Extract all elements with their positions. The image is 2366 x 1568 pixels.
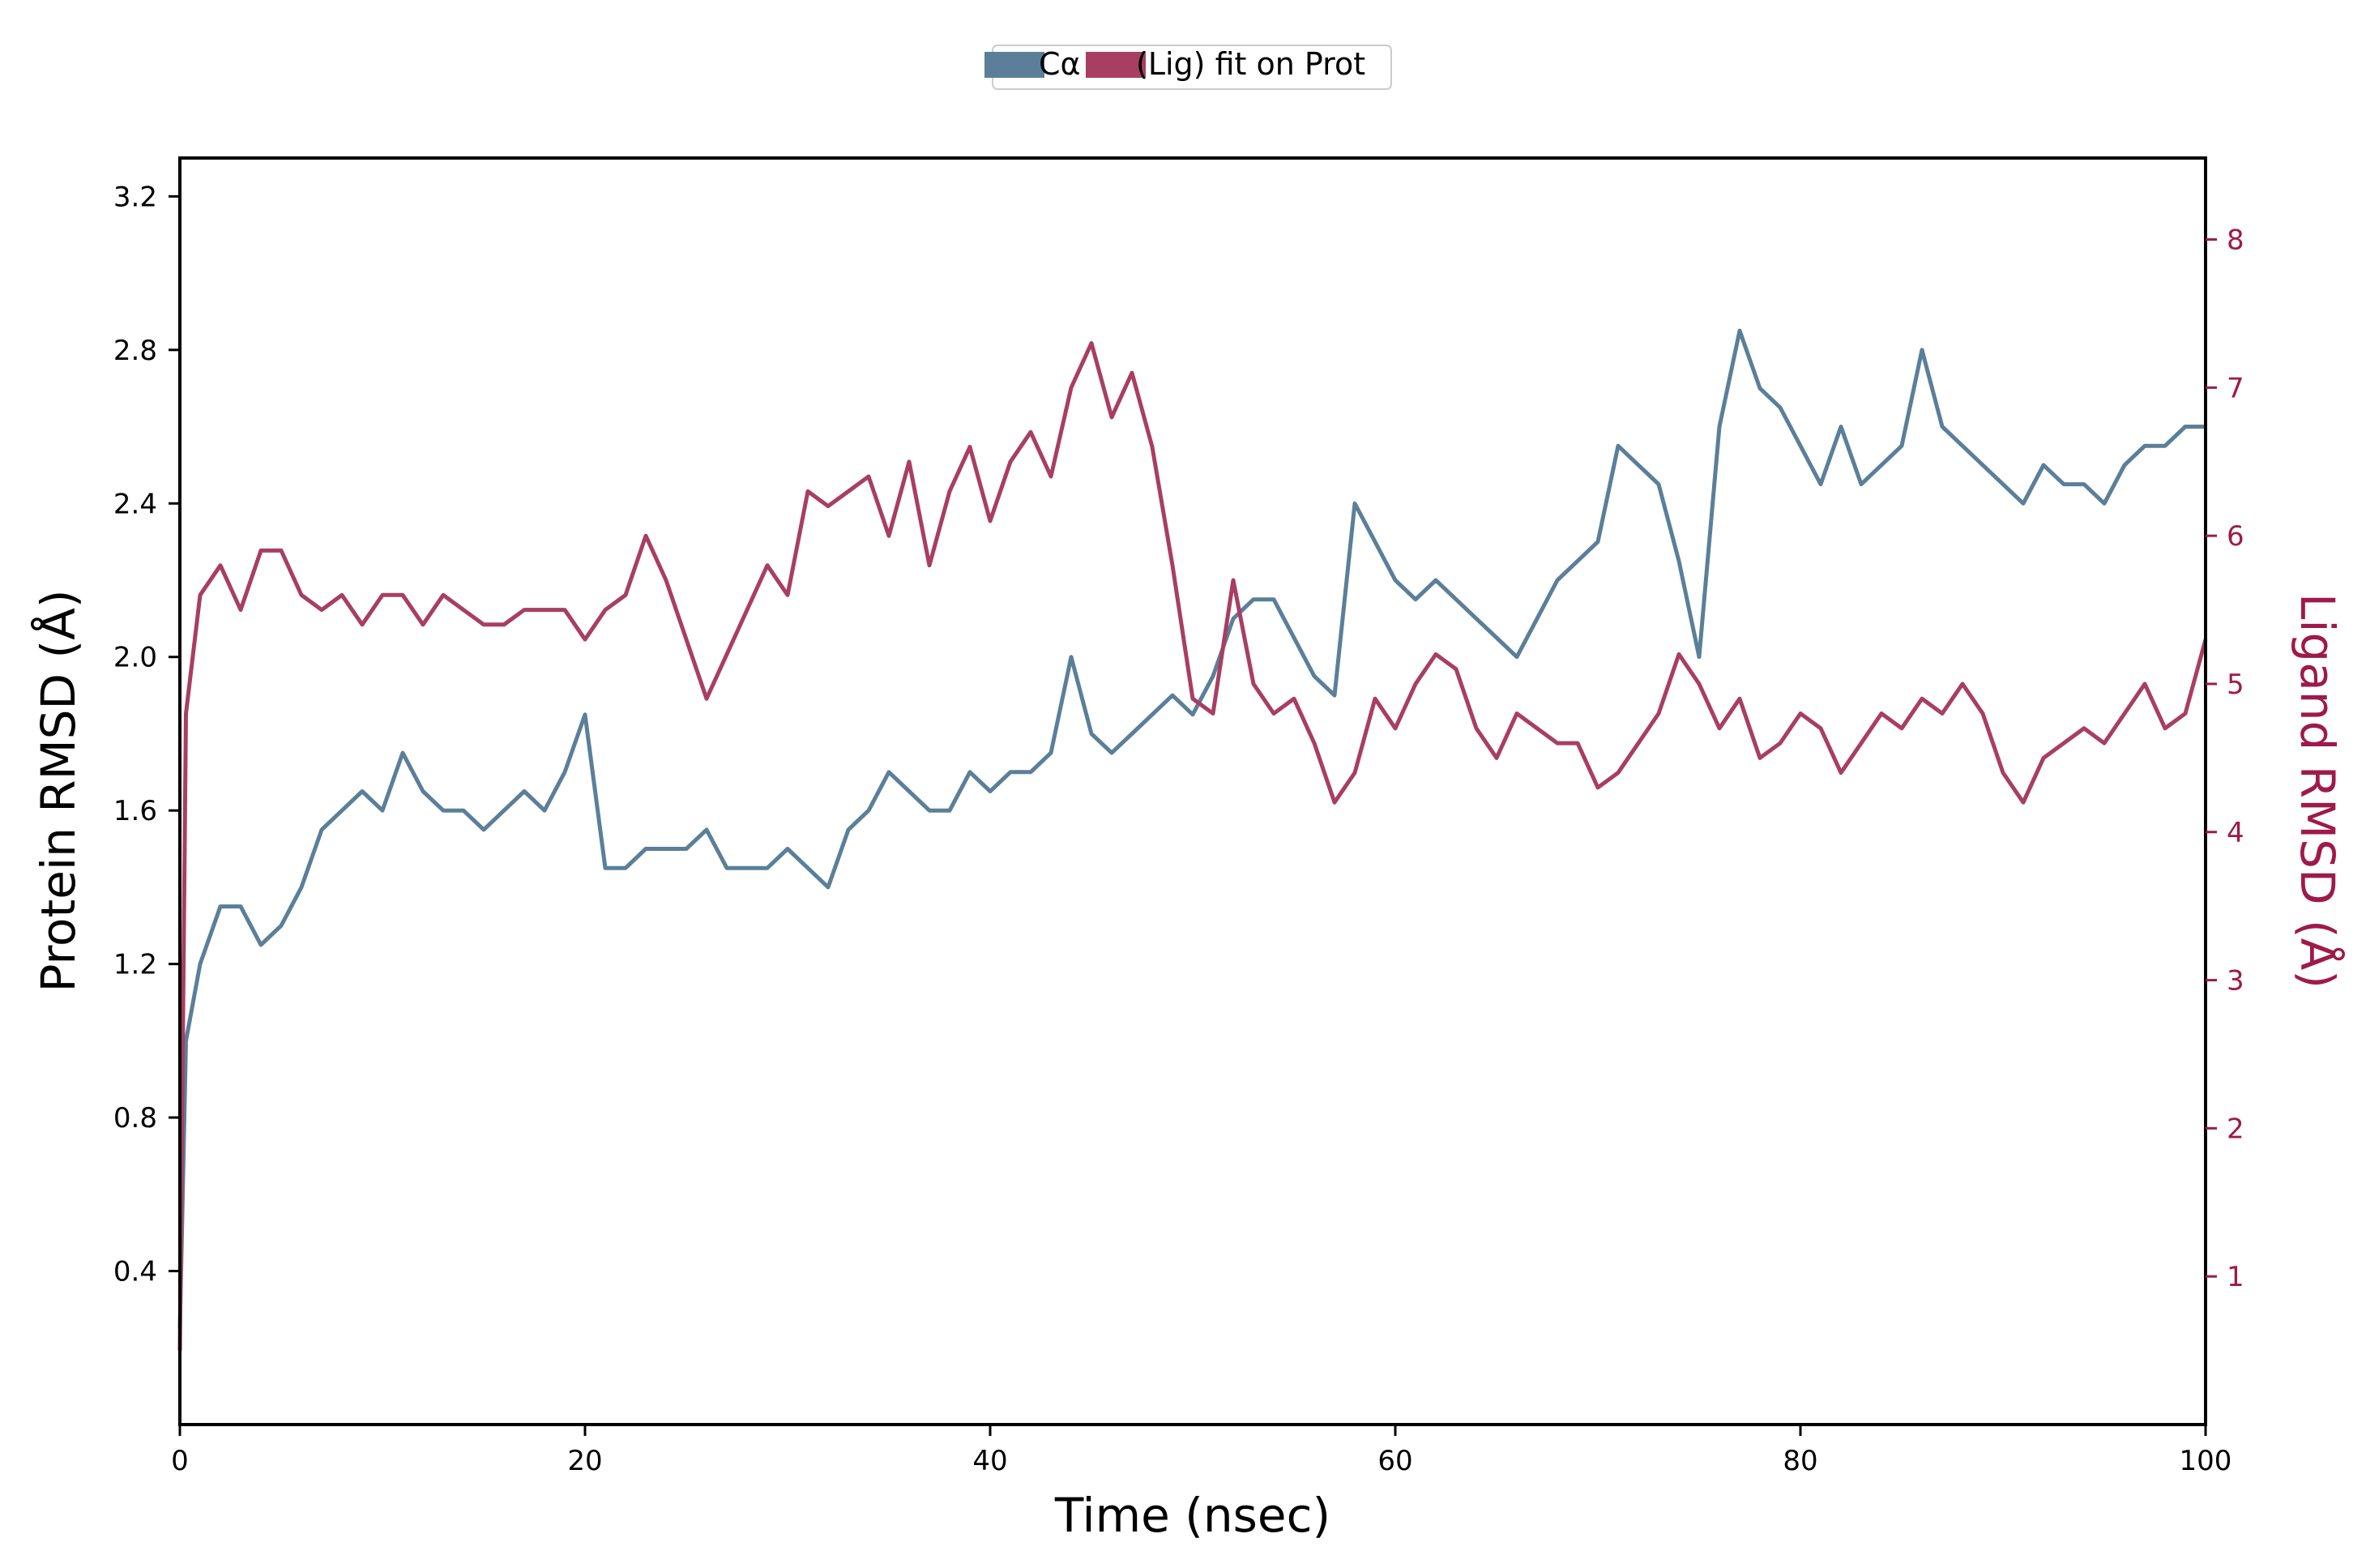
y-right-tick-label: 7 [2227,372,2244,404]
ligand-rmsd-line [177,341,2208,1351]
y-left-tick-label: 1.2 [113,949,157,981]
y-left-tick-label: 2.8 [113,335,157,367]
y-left-tick-label: 2.4 [113,488,157,520]
y-left-tick-label: 3.2 [113,181,157,213]
x-tick-label: 20 [567,1445,602,1477]
x-tick-label: 100 [2180,1445,2232,1477]
x-tick-label: 60 [1377,1445,1412,1477]
y-left-tick-label: 1.6 [113,795,157,827]
y-axis-left-title: Protein RMSD (Å) [30,590,86,993]
y-right-tick-label: 1 [2227,1261,2244,1293]
legend-label-ligand: (Lig) fit on Prot [1136,46,1365,82]
y-right-tick-label: 8 [2227,224,2244,257]
series-layer [177,328,2208,1351]
x-tick-label: 0 [171,1445,189,1477]
x-tick-label: 80 [1783,1445,1817,1477]
ticks-layer: 0 20 40 60 80 100 0.4 0.8 1.2 1.6 2.0 2.4 2.8 3.2 1 2 3 4… [113,181,2244,1477]
y-axis-right-title: Ligand RMSD (Å) [2290,593,2346,989]
legend-swatch-protein [984,52,1044,78]
y-right-tick-label: 5 [2227,669,2244,701]
protein-rmsd-line [177,328,2206,1329]
y-right-tick-label: 6 [2227,520,2244,553]
y-right-tick-label: 3 [2227,965,2244,998]
y-left-tick-label: 0.4 [113,1256,157,1288]
y-left-tick-label: 0.8 [113,1102,157,1134]
legend-label-protein: Cα [1039,46,1081,82]
plot-frame [178,156,2207,1426]
y-left-tick-label: 2.0 [113,642,157,674]
y-right-tick-label: 4 [2227,817,2244,849]
legend-swatch-ligand [1086,52,1146,78]
legend: Cα (Lig) fit on Prot [984,45,1392,90]
x-axis-title: Time (nsec) [1054,1488,1330,1543]
x-tick-label: 40 [972,1445,1007,1477]
y-right-tick-label: 2 [2227,1113,2244,1145]
